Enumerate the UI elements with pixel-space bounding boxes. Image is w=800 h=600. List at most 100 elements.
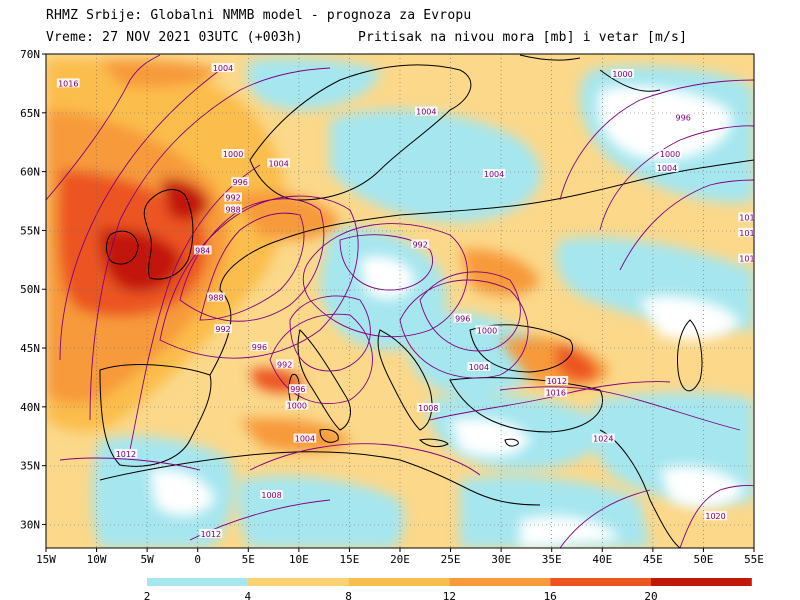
isobar-label-bg (250, 341, 269, 351)
isobar-label: 101 (739, 213, 754, 222)
lon-tick-label: 5W (141, 553, 155, 566)
lat-tick-label: 35N (20, 460, 40, 473)
isobar-label-bg (591, 433, 615, 443)
isobar-label: 1004 (268, 159, 288, 168)
lon-tick-label: 40E (592, 553, 612, 566)
colorbar-label: 16 (544, 590, 557, 600)
isobar-label: 996 (676, 114, 691, 123)
lat-tick-label: 30N (20, 518, 40, 531)
isobar-label-bg (231, 177, 249, 187)
isobar-label: 1004 (469, 363, 489, 372)
isobar-label-bg (211, 63, 235, 73)
isobar-label-bg (704, 511, 727, 521)
isobar-label-bg (207, 292, 225, 302)
isobar-label-bg (411, 239, 430, 249)
isobar-label: 1000 (660, 150, 680, 159)
isobar-label-bg (658, 148, 682, 158)
isobar-label: 1004 (484, 170, 504, 179)
lat-tick-label: 45N (20, 342, 40, 355)
isobar-label-bg (467, 361, 491, 371)
isobar-label-bg (293, 433, 317, 443)
lon-tick-label: 50E (693, 553, 713, 566)
isobar-label: 1000 (477, 326, 497, 335)
isobar-label-bg (224, 192, 242, 202)
lat-tick-label: 40N (20, 401, 40, 414)
lat-tick-label: 65N (20, 107, 40, 120)
lon-tick-label: 35E (542, 553, 562, 566)
isobar-label-bg (221, 148, 245, 158)
isobar-label: 1004 (416, 108, 436, 117)
isobar-labels: 1016 1004 1000 996 992 988 984 988 992 996 992 996 1… (56, 63, 754, 539)
isobar-label-bg (193, 245, 212, 255)
axis-ticks (42, 53, 755, 552)
lon-tick-label: 10W (87, 553, 107, 566)
isobar-label: 996 (252, 343, 267, 352)
isobar-label: 1004 (213, 64, 233, 73)
map-title: RHMZ Srbije: Globalni NMMB model - progn… (46, 8, 472, 23)
map-subtitle: Pritisak na nivou mora [mb] i vetar [m/s… (358, 30, 688, 45)
isobar-label: 992 (225, 193, 240, 202)
colorbar-swatch (449, 578, 551, 586)
isobar-label-bg (738, 212, 754, 222)
isobar-label: 1004 (295, 435, 315, 444)
isobar-label: 1008 (261, 491, 281, 500)
lon-tick-label: 15E (339, 553, 359, 566)
colorbar-swatch (550, 578, 651, 586)
isobar-label-bg (453, 313, 472, 323)
coastlines (99, 54, 754, 548)
lon-tick-label: 20E (390, 553, 410, 566)
isobar-label: 996 (233, 178, 248, 187)
lon-tick-label: 55E (744, 553, 764, 566)
lon-tick-label: 15W (36, 553, 56, 566)
isobar-label-bg (267, 158, 291, 168)
isobar-label-bg (414, 106, 438, 116)
isobar-label: 1012 (116, 450, 136, 459)
wind-white-areas (150, 86, 745, 548)
isobar-label-bg (611, 68, 634, 78)
isobar-label: 1008 (418, 404, 438, 413)
isobar-label: 101 (739, 229, 754, 238)
lon-tick-label: 10E (289, 553, 309, 566)
isobar-label-bg (224, 204, 242, 214)
isobar-label: 1012 (547, 377, 567, 386)
isobar-label-bg (738, 253, 754, 263)
isobar-label-bg (482, 168, 506, 178)
isobar-label-bg (285, 400, 309, 410)
isobar-label-bg (289, 384, 307, 394)
colorbar-swatch (651, 578, 752, 586)
colorbar (147, 578, 752, 586)
isobar-label-bg (544, 387, 568, 397)
isobar-label-bg (655, 163, 679, 173)
isobar-label-bg (214, 324, 232, 334)
isobar-label-bg (475, 325, 499, 335)
isobar-label: 101 (739, 255, 754, 264)
lat-tick-label: 60N (20, 166, 40, 179)
colorbar-label: 2 (144, 590, 151, 600)
isobar-label: 1000 (612, 70, 632, 79)
isobar-label-bg (275, 359, 294, 369)
lon-tick-label: 30E (491, 553, 511, 566)
colorbar-label: 4 (244, 590, 251, 600)
isobar-label: 988 (225, 205, 240, 214)
lat-tick-label: 70N (20, 48, 40, 61)
isobar-label-bg (545, 375, 569, 385)
isobar-label: 1012 (201, 530, 221, 539)
isobar-label-bg (260, 490, 283, 500)
isobar-label: 1000 (223, 150, 243, 159)
isobar-label-bg (56, 78, 80, 88)
lat-tick-label: 55N (20, 224, 40, 237)
isobar-label-bg (114, 448, 138, 458)
lat-tick-label: 50N (20, 283, 40, 296)
latitude-labels: 30N 35N 40N 45N 50N 55N 60N 65N 70N (20, 48, 40, 531)
isobar-label-bg (416, 403, 440, 413)
isobar-label: 992 (413, 241, 428, 250)
longitude-labels: 15W 10W 5W 0 5E 10E 15E 20E 25E 30E 35E 40E 45E 50E 55… (36, 553, 764, 566)
lon-tick-label: 45E (643, 553, 663, 566)
colorbar-label: 20 (644, 590, 657, 600)
colorbar-swatch (247, 578, 349, 586)
isobar-label: 996 (290, 385, 305, 394)
colorbar-labels: 2 4 8 12 16 20 (144, 590, 658, 600)
lon-tick-label: 25E (441, 553, 461, 566)
isobar-label: 996 (455, 315, 470, 324)
isobar-label-bg (674, 112, 692, 122)
